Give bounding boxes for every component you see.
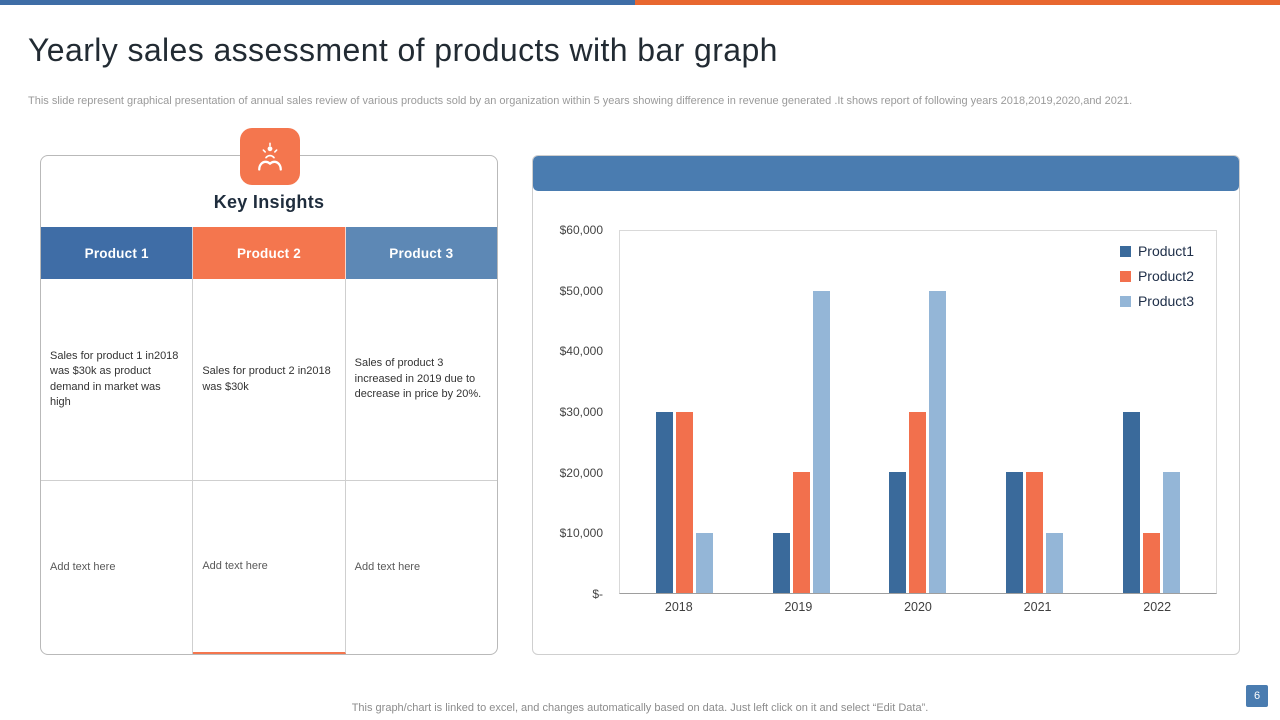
bar-group-2020 (889, 231, 947, 593)
legend-swatch-product3 (1119, 295, 1131, 307)
chart-y-axis: $60,000 $50,000 $40,000 $30,000 $20,000 $10,0… (541, 223, 613, 601)
y-tick: $40,000 (559, 344, 603, 359)
key-insights-card: Key Insights Product 1 Product 2 Product… (40, 128, 498, 655)
page-title: Yearly sales assessment of products with… (28, 32, 778, 68)
key-insights-table: Product 1 Product 2 Product 3 Sales for … (41, 227, 497, 654)
chart-plot[interactable]: Product1 Product2 Product3 (619, 230, 1217, 594)
x-label-2022: 2022 (1143, 600, 1172, 614)
y-tick: $60,000 (559, 223, 603, 237)
x-label-2018: 2018 (664, 600, 693, 614)
placeholder-cell-product-2[interactable]: Add text here (193, 481, 346, 654)
footer-note: This graph/chart is linked to excel, and… (351, 702, 929, 714)
top-accent-right (635, 0, 1280, 5)
legend-item-product1: Product1 (1119, 243, 1194, 259)
bar-product3-2018 (695, 532, 713, 593)
bar-product2-2022 (1143, 532, 1161, 593)
placeholder-cell-product-1[interactable]: Add text here (41, 481, 194, 654)
x-label-2019: 2019 (784, 600, 813, 614)
insight-cell-product-1: Sales for product 1 in2018 was $30k as p… (41, 279, 194, 481)
bar-group-2018 (655, 231, 713, 593)
legend-label-product3: Product3 (1137, 293, 1194, 309)
chart-legend: Product1 Product2 Product3 (1119, 243, 1194, 309)
x-label-2020: 2020 (904, 600, 932, 614)
product-header-3: Product 3 (345, 227, 497, 279)
chart-card: $60,000 $50,000 $40,000 $30,000 $20,000 $10,0… (532, 155, 1240, 655)
legend-item-product2: Product2 (1119, 268, 1194, 284)
y-tick: $- (592, 587, 603, 601)
insight-cell-product-2: Sales for product 2 in2018 was $30k (193, 279, 346, 481)
bar-product3-2022 (1163, 472, 1181, 593)
bar-product2-2018 (675, 412, 693, 593)
bar-product3-2021 (1046, 532, 1064, 593)
bar-product1-2018 (655, 412, 673, 593)
bar-product3-2020 (929, 291, 947, 593)
legend-label-product1: Product1 (1137, 243, 1194, 259)
bar-product3-2019 (812, 291, 830, 593)
table-header-row: Product 1 Product 2 Product 3 (41, 227, 497, 279)
legend-item-product3: Product3 (1119, 293, 1194, 309)
placeholder-cell-product-3[interactable]: Add text here (354, 560, 421, 573)
bar-product1-2021 (1006, 472, 1024, 593)
product-header-1: Product 1 (41, 227, 194, 279)
y-tick: $10,000 (559, 526, 603, 541)
y-tick: $30,000 (559, 405, 603, 419)
bar-product2-2021 (1026, 472, 1044, 593)
table-insight-row: Sales for product 1 in2018 was $30k as p… (41, 279, 497, 481)
bar-product1-2022 (1123, 412, 1141, 593)
legend-label-product2: Product2 (1137, 268, 1194, 284)
y-tick: $20,000 (559, 465, 603, 480)
bar-group-2019 (772, 231, 830, 593)
bar-product1-2019 (772, 532, 790, 593)
slide-subtitle: This slide represent graphical presentat… (28, 95, 1133, 107)
top-accent-left (0, 0, 635, 5)
y-tick: $50,000 (559, 283, 603, 298)
insight-cell-product-3: Sales of product 3 increased in 2019 due… (345, 279, 497, 481)
chart-title-bar (533, 156, 1239, 191)
chart-x-axis: 2018 2019 2020 2021 2022 (619, 600, 1217, 614)
bar-group-2022 (1123, 231, 1181, 593)
bar-product2-2019 (792, 472, 810, 593)
top-accent-bar (0, 0, 1280, 5)
x-label-2021: 2021 (1023, 600, 1052, 614)
page-number-badge: 6 (1246, 685, 1268, 707)
legend-swatch-product2 (1119, 270, 1131, 282)
key-insights-heading: Key Insights (213, 192, 325, 212)
table-placeholder-row: Add text here Add text here Add text her… (41, 481, 497, 654)
bar-product2-2020 (909, 412, 927, 593)
bar-group-2021 (1006, 231, 1064, 593)
bar-product1-2020 (889, 472, 907, 593)
product-header-2: Product 2 (193, 227, 346, 279)
legend-swatch-product1 (1119, 245, 1131, 257)
hands-presenting-icon (240, 128, 300, 185)
